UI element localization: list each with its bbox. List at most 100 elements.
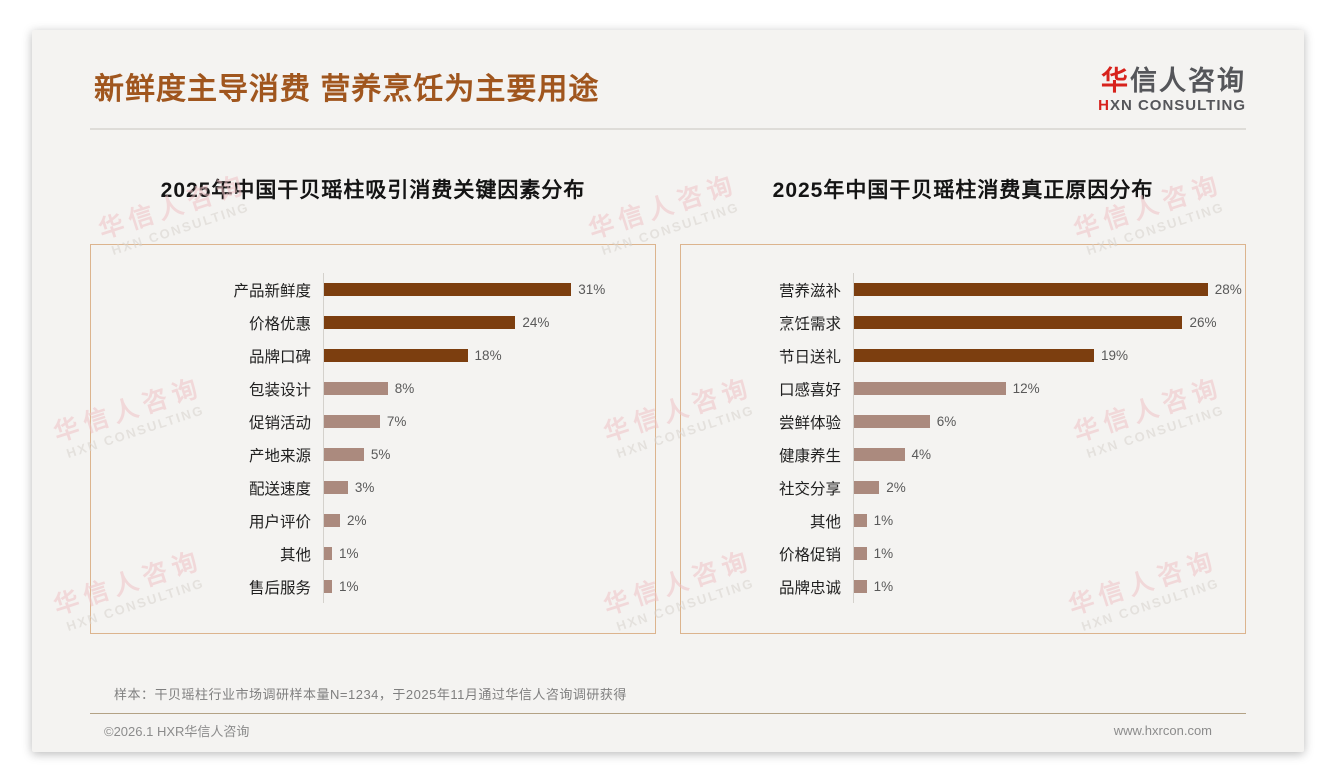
bar — [324, 382, 388, 396]
brand-logo-en: HXN CONSULTING — [1098, 97, 1246, 114]
bar — [854, 316, 1183, 330]
brand-logo-cn-accent: 华 — [1101, 66, 1130, 96]
bar-area: 1% — [853, 537, 1233, 571]
bar-area: 1% — [323, 570, 643, 604]
bar-area: 26% — [853, 306, 1233, 340]
bar-row: 其他 1% — [681, 504, 1233, 538]
bar-area: 28% — [853, 273, 1242, 307]
bar — [854, 382, 1006, 396]
slide-content: 新鲜度主导消费 营养烹饪为主要用途 华信人咨询 HXN CONSULTING 2… — [32, 30, 1304, 752]
category-label: 促销活动 — [248, 414, 311, 432]
bar-area: 1% — [323, 537, 643, 571]
value-label: 26% — [1189, 315, 1217, 331]
category-label: 产地来源 — [248, 447, 311, 465]
bar — [854, 415, 930, 429]
bar — [324, 415, 380, 429]
value-label: 2% — [346, 513, 367, 529]
value-label: 1% — [338, 546, 359, 562]
bar-area: 18% — [323, 339, 643, 373]
category-label: 产品新鲜度 — [233, 282, 311, 300]
chart-right: 2025年中国干贝瑶柱消费真正原因分布 营养滋补 28% 烹饪需求 26% 节日送礼 19… — [680, 174, 1246, 635]
bar-row: 品牌忠诚 1% — [681, 570, 1233, 604]
bar-row: 价格促销 1% — [681, 537, 1233, 571]
slide-card: 新鲜度主导消费 营养烹饪为主要用途 华信人咨询 HXN CONSULTING 2… — [32, 30, 1304, 752]
charts-row: 2025年中国干贝瑶柱吸引消费关键因素分布 产品新鲜度 31% 价格优惠 24% 品牌口… — [90, 174, 1246, 635]
bar-area: 2% — [853, 471, 1233, 505]
category-label: 价格促销 — [778, 546, 841, 564]
bar-row: 售后服务 1% — [91, 570, 643, 604]
value-label: 19% — [1101, 348, 1129, 364]
page-title: 新鲜度主导消费 营养烹饪为主要用途 — [94, 73, 600, 106]
bar — [854, 481, 880, 495]
bar — [324, 349, 468, 363]
category-label: 健康养生 — [778, 447, 841, 465]
footer-divider — [90, 713, 1246, 715]
brand-logo: 华信人咨询 HXN CONSULTING — [1098, 66, 1246, 114]
bar — [324, 448, 364, 462]
bar-row: 其他 1% — [91, 537, 643, 571]
bar — [854, 580, 867, 594]
value-label: 1% — [873, 513, 894, 529]
value-label: 3% — [354, 480, 375, 496]
bar — [324, 547, 332, 561]
bar-area: 7% — [323, 405, 643, 439]
value-label: 31% — [578, 282, 606, 298]
bar-row: 包装设计 8% — [91, 372, 643, 406]
category-label: 品牌口碑 — [248, 348, 311, 366]
bar-row: 产地来源 5% — [91, 438, 643, 472]
category-label: 其他 — [809, 513, 841, 531]
brand-logo-en-text: XN CONSULTING — [1109, 97, 1246, 115]
category-label: 品牌忠诚 — [778, 579, 841, 597]
website-text: www.hxrcon.com — [1113, 723, 1212, 739]
bar-area: 31% — [323, 273, 643, 307]
bar-row: 营养滋补 28% — [681, 273, 1242, 307]
chart-right-title: 2025年中国干贝瑶柱消费真正原因分布 — [772, 179, 1154, 203]
bar-row: 品牌口碑 18% — [91, 339, 643, 373]
bar — [854, 283, 1208, 297]
bar-area: 2% — [323, 504, 643, 538]
bar-area: 1% — [853, 504, 1233, 538]
category-label: 烹饪需求 — [778, 315, 841, 333]
bar-area: 19% — [853, 339, 1233, 373]
chart-left-bars: 产品新鲜度 31% 价格优惠 24% 品牌口碑 18% 包装设计 8% 促销活动 7% 产地来源 5%… — [91, 273, 643, 604]
bar — [324, 481, 348, 495]
bar-row: 促销活动 7% — [91, 405, 643, 439]
value-label: 28% — [1214, 282, 1242, 298]
value-label: 8% — [394, 381, 415, 397]
category-label: 节日送礼 — [778, 348, 841, 366]
category-label: 配送速度 — [248, 480, 311, 498]
value-label: 5% — [370, 447, 391, 463]
value-label: 1% — [338, 579, 359, 595]
bar — [324, 580, 332, 594]
value-label: 1% — [873, 546, 894, 562]
value-label: 4% — [911, 447, 932, 463]
category-label: 社交分享 — [778, 480, 841, 498]
bar — [324, 316, 516, 330]
category-label: 口感喜好 — [778, 381, 841, 399]
bar-row: 社交分享 2% — [681, 471, 1233, 505]
category-label: 其他 — [279, 546, 311, 564]
category-label: 售后服务 — [248, 579, 311, 597]
value-label: 2% — [886, 480, 906, 496]
brand-logo-cn-text: 信人咨询 — [1130, 66, 1246, 96]
chart-right-panel: 营养滋补 28% 烹饪需求 26% 节日送礼 19% 口感喜好 12% 尝鲜体验 6% 健康养生 4%… — [680, 244, 1246, 635]
value-label: 18% — [474, 348, 502, 364]
bar-row: 用户评价 2% — [91, 504, 643, 538]
value-label: 7% — [386, 414, 407, 430]
category-label: 营养滋补 — [778, 282, 841, 300]
bar-area: 3% — [323, 471, 643, 505]
bar-row: 价格优惠 24% — [91, 306, 643, 340]
bar-row: 节日送礼 19% — [681, 339, 1233, 373]
chart-left-panel: 产品新鲜度 31% 价格优惠 24% 品牌口碑 18% 包装设计 8% 促销活动 7% 产地来源 5%… — [90, 244, 656, 635]
bar-row: 烹饪需求 26% — [681, 306, 1233, 340]
bar — [854, 349, 1095, 363]
bar-row: 口感喜好 12% — [681, 372, 1233, 406]
header-divider — [90, 128, 1246, 131]
bar — [854, 547, 867, 561]
footer: ©2026.1 HXR华信人咨询 www.hxrcon.com — [90, 714, 1246, 740]
bar-area: 24% — [323, 306, 643, 340]
bar — [854, 514, 867, 528]
bar-area: 6% — [853, 405, 1233, 439]
bar-area: 5% — [323, 438, 643, 472]
header: 新鲜度主导消费 营养烹饪为主要用途 华信人咨询 HXN CONSULTING — [90, 56, 1246, 114]
